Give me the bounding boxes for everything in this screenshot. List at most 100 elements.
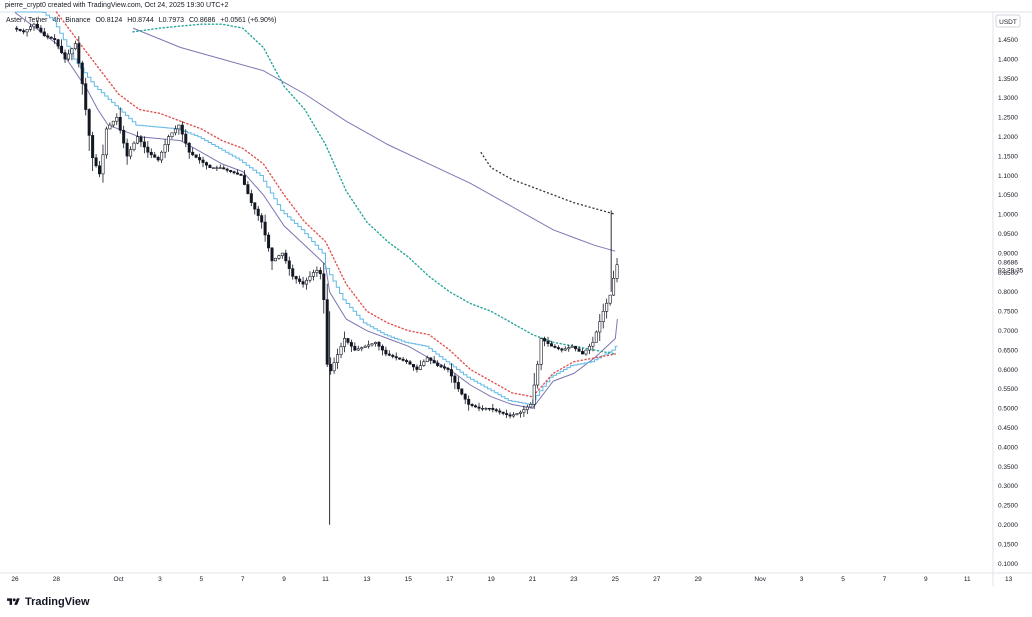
candle-body xyxy=(46,35,50,38)
candle-body xyxy=(22,30,26,33)
candle-body xyxy=(191,151,195,156)
candle-body xyxy=(367,344,371,347)
candle-body xyxy=(318,270,322,275)
candle-body xyxy=(515,413,519,416)
candle-body xyxy=(463,393,467,400)
candle-body xyxy=(167,136,171,145)
candle-body xyxy=(139,136,143,143)
candle-body xyxy=(360,347,364,350)
candle-body xyxy=(394,356,398,359)
symbol-pair[interactable]: Aster / Tether xyxy=(6,17,48,24)
candle-body xyxy=(253,202,257,210)
time-tick-label: 9 xyxy=(282,576,286,583)
candle-body xyxy=(336,354,340,364)
time-tick-label: 7 xyxy=(241,576,245,583)
candle-body xyxy=(315,270,319,273)
candle-body xyxy=(584,349,588,355)
time-tick-label: 15 xyxy=(405,576,413,583)
candle-body xyxy=(146,146,150,153)
ohlc-close: C0.8686 xyxy=(188,17,216,24)
candle-body xyxy=(294,276,298,280)
candle-body xyxy=(567,347,571,350)
price-tick-label: 0.2500 xyxy=(998,503,1018,510)
price-chart[interactable]: 0.1000 0.1500 0.2000 0.2500 0.3000 0.3500 0.40… xyxy=(0,0,1032,596)
candle-body xyxy=(129,149,133,157)
candle-body xyxy=(322,273,326,300)
price-tick-label: 1.4000 xyxy=(998,56,1018,63)
candle-body xyxy=(208,164,212,169)
candle-body xyxy=(380,345,384,351)
candle-body xyxy=(111,120,115,126)
candle-body xyxy=(263,221,267,236)
candle-body xyxy=(280,252,284,256)
candle-body xyxy=(353,345,357,351)
candle-body xyxy=(470,404,474,407)
time-tick-label: 11 xyxy=(322,576,329,583)
price-tick-label: 1.3000 xyxy=(998,95,1018,102)
top-bar: pierre_crypt0 created with TradingView.c… xyxy=(0,0,1032,12)
time-tick-label: 7 xyxy=(883,576,887,583)
candle-body xyxy=(539,338,543,365)
time-tick-label: 19 xyxy=(487,576,495,583)
indicator-line xyxy=(132,27,616,252)
time-tick-label: 28 xyxy=(53,576,61,583)
candle-body xyxy=(432,360,436,364)
candle-body xyxy=(342,338,346,347)
time-tick-label: 25 xyxy=(612,576,620,583)
ohlc-open: O0.8124 xyxy=(95,17,123,24)
candle-body xyxy=(387,353,391,356)
candle-body xyxy=(211,167,215,169)
candle-body xyxy=(142,141,146,148)
candle-body xyxy=(198,157,202,161)
candle-body xyxy=(125,142,129,157)
price-tick-label: 0.9000 xyxy=(998,250,1018,257)
time-tick-label: 13 xyxy=(1005,576,1013,583)
candle-countdown: 02:29:35 xyxy=(998,267,1024,274)
candle-body xyxy=(467,398,471,405)
candle-body xyxy=(163,144,167,153)
time-tick-label: Nov xyxy=(754,576,766,583)
candle-body xyxy=(408,361,412,365)
price-tick-label: 1.0500 xyxy=(998,192,1018,199)
candle-body xyxy=(287,260,291,269)
candle-body xyxy=(498,410,502,413)
price-tick-label: 1.1000 xyxy=(998,173,1018,180)
candle-body xyxy=(411,364,415,368)
time-tick-label: 5 xyxy=(841,576,845,583)
time-tick-label: 9 xyxy=(924,576,928,583)
candle-body xyxy=(374,342,378,344)
price-tick-label: 0.7500 xyxy=(998,309,1018,316)
candle-body xyxy=(356,348,360,351)
candle-body xyxy=(546,340,550,344)
candle-body xyxy=(525,406,529,410)
candle-body xyxy=(73,43,77,50)
candle-body xyxy=(311,272,315,277)
candle-body xyxy=(80,62,84,84)
candle-body xyxy=(532,384,536,405)
time-tick-label: 23 xyxy=(570,576,578,583)
indicator-lines xyxy=(14,11,618,409)
time-tick-label: 26 xyxy=(11,576,19,583)
indicator-line xyxy=(132,23,616,355)
candle-body xyxy=(239,173,243,176)
time-axis-ticks: 26 28 Oct 3 5 7 9 11 13 15 17 19 21 23 25 27 29 Nov 3 5 7 9 11… xyxy=(11,576,1012,583)
candle-body xyxy=(98,165,102,175)
price-tick-label: 0.1000 xyxy=(998,561,1018,568)
price-tick-label: 0.3500 xyxy=(998,464,1018,471)
time-tick-label: 11 xyxy=(964,576,971,583)
candle-body xyxy=(529,404,533,408)
candle-body xyxy=(232,171,236,174)
chart-credit: pierre_crypt0 created with TradingView.c… xyxy=(5,2,229,9)
candle-body xyxy=(494,409,498,412)
candle-body xyxy=(70,48,74,55)
candle-body xyxy=(553,345,557,348)
candle-body xyxy=(284,252,288,262)
candle-body xyxy=(549,343,553,347)
candle-body xyxy=(391,354,395,357)
candle-body xyxy=(25,29,29,33)
candle-body xyxy=(115,117,119,122)
candle-body xyxy=(505,413,509,416)
candle-body xyxy=(242,175,246,185)
currency-button[interactable] xyxy=(995,14,1021,28)
candle-body xyxy=(401,358,405,361)
